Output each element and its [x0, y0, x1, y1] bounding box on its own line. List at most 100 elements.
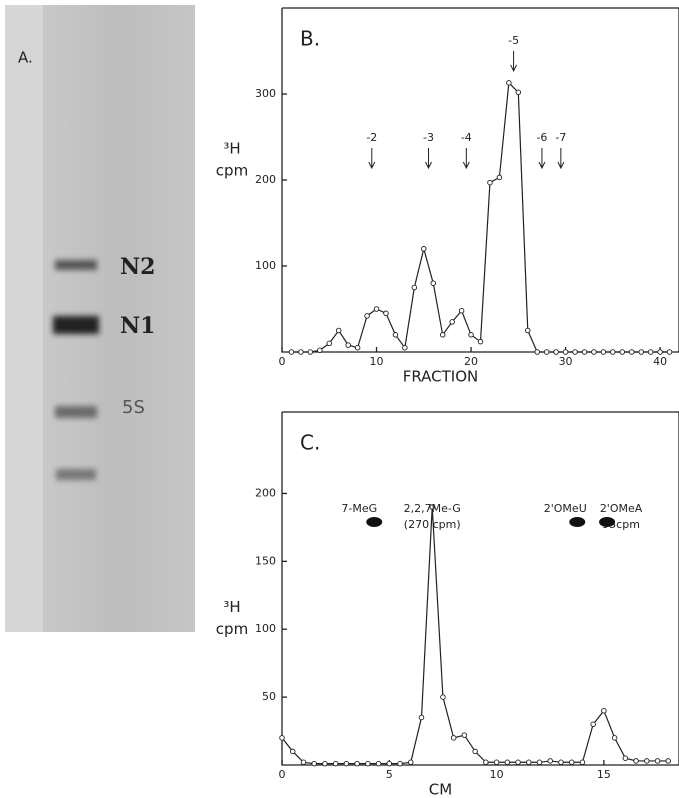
annotation-label: 2'OMeA	[600, 502, 643, 515]
data-point	[610, 349, 616, 355]
data-point	[472, 748, 478, 755]
axes-frame	[281, 411, 679, 766]
panel-title: C.	[300, 431, 320, 455]
data-point	[429, 504, 435, 510]
data-point	[461, 732, 468, 738]
data-point	[440, 694, 446, 700]
annotation-label: -7	[555, 131, 566, 144]
data-point	[386, 760, 393, 767]
y-tick-label: 200	[255, 486, 276, 499]
y-tick-label: 100	[255, 622, 276, 635]
x-tick-label: 0	[279, 768, 286, 781]
data-point	[345, 342, 351, 348]
data-point	[439, 332, 446, 338]
data-point	[536, 759, 543, 766]
data-point	[493, 759, 500, 766]
panel-title: B.	[300, 27, 320, 51]
data-point	[600, 349, 607, 355]
data-point	[458, 307, 465, 314]
gel-bands	[53, 260, 99, 480]
y-axis-label: cpm	[216, 620, 248, 638]
data-point	[547, 758, 553, 764]
band	[55, 260, 97, 270]
data-point	[365, 760, 371, 767]
data-point	[397, 760, 403, 767]
annotation-label: -6	[536, 131, 547, 144]
data-point	[468, 332, 474, 338]
spot	[599, 517, 616, 527]
x-axis-label: CM	[429, 781, 452, 798]
spot	[569, 517, 586, 527]
y-tick-label: 100	[255, 259, 276, 272]
y-axis-label: cpm	[216, 162, 248, 180]
data-point	[383, 310, 389, 317]
data-point	[638, 349, 644, 355]
data-point	[477, 338, 484, 345]
data-point	[343, 760, 350, 767]
x-tick-label: 5	[386, 768, 393, 781]
data-point	[525, 327, 531, 334]
data-point	[619, 349, 626, 355]
x-tick-label: 40	[653, 355, 667, 368]
band-label: N1	[120, 313, 155, 339]
band	[53, 316, 99, 334]
data-point	[568, 759, 575, 766]
data-point	[279, 735, 285, 741]
gel-panel: A. N2 N1 5S	[5, 5, 195, 632]
annotation-arrow	[425, 148, 432, 170]
data-point	[622, 755, 629, 761]
data-point	[373, 306, 380, 312]
data-point	[633, 758, 639, 764]
data-point	[628, 349, 635, 355]
data-point	[562, 349, 569, 355]
data-point	[579, 759, 586, 766]
data-point	[300, 759, 307, 766]
data-point	[558, 759, 564, 766]
annotation-arrow	[510, 50, 518, 72]
data-point	[335, 327, 342, 334]
data-point	[408, 759, 414, 766]
data-point	[289, 748, 296, 755]
annotation-arrow	[538, 148, 546, 170]
annotation-label: -5	[508, 34, 519, 47]
band	[55, 406, 97, 418]
data-point	[298, 349, 304, 355]
x-tick-label: 15	[597, 768, 611, 781]
spot	[366, 517, 383, 527]
x-tick-label: 10	[370, 355, 384, 368]
data-point	[647, 349, 654, 355]
data-point	[543, 349, 550, 355]
data-point	[590, 721, 596, 728]
data-point	[418, 714, 425, 721]
data-point	[504, 759, 511, 766]
data-point	[534, 349, 540, 355]
data-point	[322, 760, 328, 767]
data-point	[450, 735, 457, 741]
data-point	[375, 760, 382, 767]
data-point	[411, 284, 418, 291]
data-point	[483, 759, 489, 766]
panel-label: A.	[18, 49, 33, 67]
x-axis-label: FRACTION	[403, 368, 479, 386]
data-point	[326, 340, 333, 347]
y-tick-label: 300	[255, 87, 276, 100]
annotation-label: -2	[366, 131, 377, 144]
data-point	[572, 349, 578, 355]
annotation-label: (270 cpm)	[404, 518, 461, 531]
annotation-label: 7-MeG	[341, 502, 377, 515]
data-point	[332, 760, 339, 767]
data-point	[666, 349, 673, 355]
data-point	[354, 760, 360, 767]
data-point	[311, 760, 317, 767]
data-line	[281, 507, 669, 765]
data-point	[317, 347, 323, 354]
annotation-label: -4	[461, 131, 472, 144]
data-point	[487, 179, 493, 186]
annotation-label: 2,2,7Me-G	[404, 502, 461, 515]
data-point	[449, 319, 455, 325]
x-tick-label: 30	[559, 355, 573, 368]
y-axis-label: ³H	[223, 140, 240, 158]
data-point	[553, 349, 559, 355]
data-point	[581, 349, 588, 355]
